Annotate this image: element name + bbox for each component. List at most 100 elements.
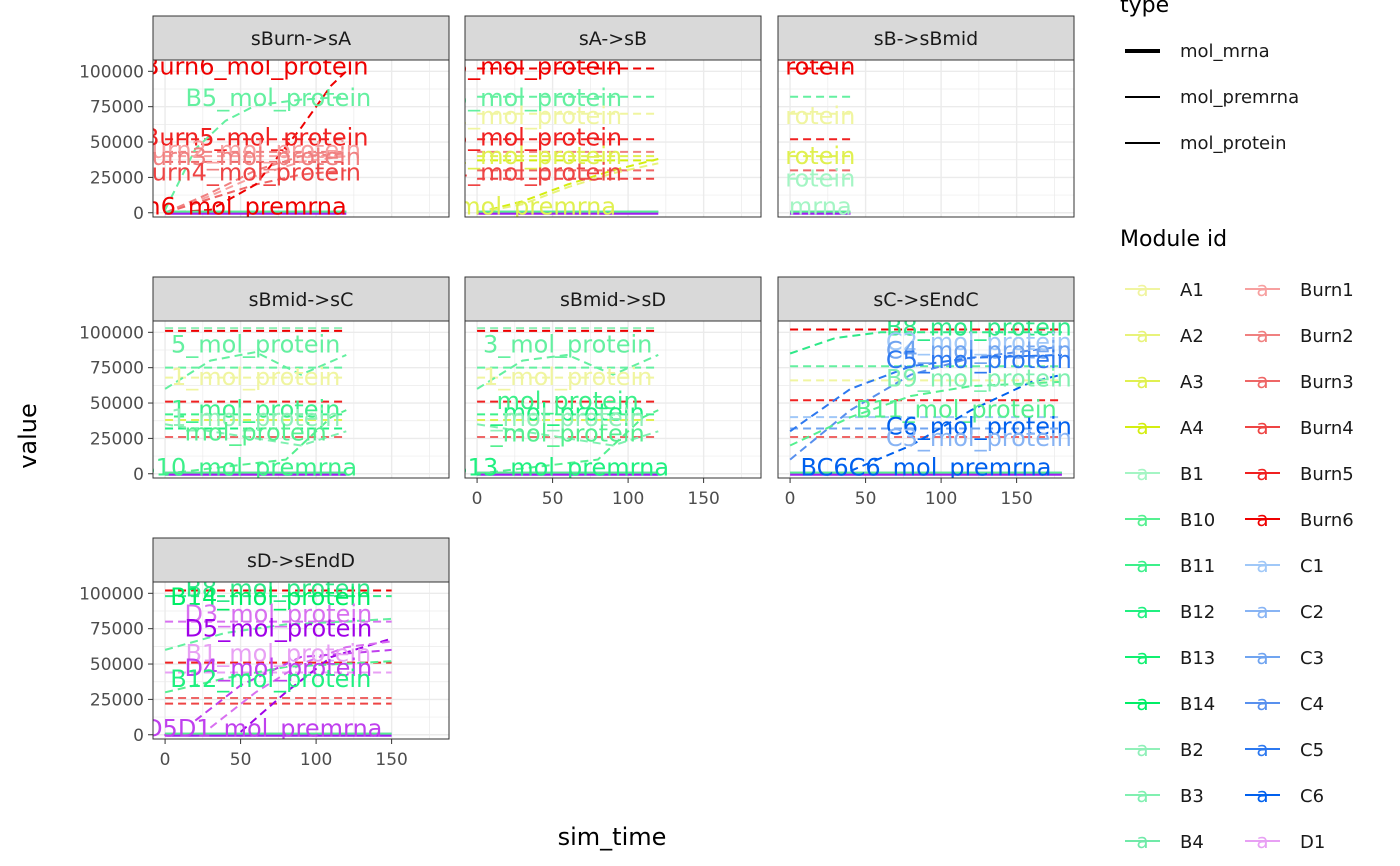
legend-module-glyph: a (1136, 599, 1148, 623)
data-label: 5_mol_protein (171, 331, 340, 359)
data-label: Burn6_mol_protein (143, 53, 369, 81)
panel-border (152, 320, 450, 479)
data-label: B9_mol_protein (886, 365, 1072, 393)
x-tick-label: 150 (375, 750, 407, 770)
y-tick-label: 50000 (90, 655, 144, 675)
panel-border (777, 59, 1075, 218)
data-label: C2_mol_protein (886, 328, 1072, 356)
data-label: 4_mol_protein (453, 159, 622, 187)
y-tick-label: 75000 (90, 359, 144, 379)
x-tick-label: 0 (160, 750, 171, 770)
legend-module-label: Burn2 (1300, 326, 1354, 347)
legend-module-glyph: a (1136, 783, 1148, 807)
legend-module-title: Module id (1120, 227, 1227, 252)
legend-module-glyph: a (1136, 507, 1148, 531)
legend-module-label: C1 (1300, 556, 1324, 577)
gridlines (153, 60, 449, 217)
data-label: D4_mol_protein (184, 654, 372, 682)
legend-module-glyph: a (1256, 415, 1268, 439)
series-line-Burn1 (164, 155, 347, 214)
y-tick-label: 0 (133, 204, 144, 224)
series-line-B8 (789, 331, 1062, 355)
series-line-Burn6 (165, 70, 347, 214)
series-line-D3 (209, 640, 392, 729)
legend-module-glyph: a (1256, 645, 1268, 669)
y-tick-label: 100000 (79, 62, 144, 82)
x-tick-label: 0 (785, 489, 796, 509)
data-label: 3_mol_protein (483, 331, 652, 359)
legend-module-glyph: a (1136, 691, 1148, 715)
legend-module-label: A3 (1180, 372, 1204, 393)
y-tick-label: 0 (133, 465, 144, 485)
gridlines (778, 60, 1074, 217)
series-line-Burn2 (164, 152, 347, 214)
facet-panel: sBmid->sD 3_mol_protein 1_mol_proteinmol_p… (464, 276, 762, 509)
legend-type-title: type (1120, 0, 1169, 18)
legend-module-label: C3 (1300, 648, 1324, 669)
facet-strip-label: sB->sBmid (874, 28, 979, 50)
x-tick-label: 50 (855, 489, 877, 509)
data-label: B1_mol_protein (185, 640, 371, 668)
facet-strip (777, 276, 1075, 322)
legend-module-glyph: a (1136, 277, 1148, 301)
data-label: mol_protein (497, 387, 639, 415)
legend-module-label: B3 (1180, 786, 1204, 807)
facet-panel: sD->sEndD B8_mol_proteinB14_mol_proteinD3… (79, 537, 450, 770)
x-tick-label: 150 (1000, 489, 1032, 509)
facet-strip-label: sBmid->sD (560, 289, 666, 311)
series-line-B10 (164, 660, 392, 694)
y-tick-label: 75000 (90, 620, 144, 640)
legend-module-glyph: a (1256, 277, 1268, 301)
data-label: 1_mol_protein (483, 363, 652, 391)
plot-background (778, 60, 1074, 217)
panel-border (152, 581, 450, 740)
data-label: _mol_protein (490, 420, 645, 448)
legend-type-label: mol_protein (1180, 133, 1287, 154)
data-label: D5_mol_protein (184, 614, 372, 642)
facet-panel: sA->sB5_mol_protein5_mol_protein1_mol_pr… (414, 15, 762, 221)
legend-module-glyph: a (1256, 829, 1268, 853)
legend-module-label: B12 (1180, 602, 1215, 623)
facet-strip (152, 537, 450, 583)
y-tick-label: 25000 (90, 690, 144, 710)
legend-module-glyph: a (1256, 599, 1268, 623)
data-label: 5_mol_protein (453, 84, 622, 112)
series-line-B5 (164, 95, 347, 211)
data-label: B11_mol_protein (856, 396, 1057, 424)
facet-panel: sBurn->sA Burn6_mol_protein B5_mol_protein… (79, 15, 450, 224)
data-label: 1_mol_protein (171, 363, 340, 391)
data-label: D3_mol_protein (184, 600, 372, 628)
data-label: Burn4_mol_protein (135, 159, 361, 187)
legend-module-glyph: a (1256, 737, 1268, 761)
legend-module-glyph: a (1136, 323, 1148, 347)
data-label: A4_mol_premrna (414, 193, 617, 221)
series-line-B10 (476, 409, 659, 475)
data-label: 5_mol_protein (453, 123, 622, 151)
data-label: Burn2_mol_protein (135, 136, 361, 164)
series-line-B5 (164, 617, 392, 651)
series-line-B3 (476, 423, 659, 447)
legend-module-glyph: a (1136, 461, 1148, 485)
legend-module-glyph: a (1256, 553, 1268, 577)
panel-border (464, 59, 762, 218)
legend-module-glyph: a (1256, 783, 1268, 807)
panel-border (464, 320, 762, 479)
legend-module-label: B10 (1180, 510, 1215, 531)
data-label: 1_mol_protein (453, 142, 622, 170)
series-line-D4 (194, 648, 392, 722)
legend-module-label: Burn4 (1300, 418, 1354, 439)
legend-module-glyph: a (1256, 461, 1268, 485)
panel-border (777, 320, 1075, 479)
series-line-C6 (850, 373, 1063, 472)
facet-strip-label: sC->sEndC (873, 289, 978, 311)
facet-strip (777, 15, 1075, 61)
facet-panel: sC->sEndC B8_mol_proteinC2_mol_proteinC4_… (777, 276, 1075, 509)
series-line-A4 (476, 158, 659, 214)
facet-strip-label: sBurn->sA (251, 28, 351, 50)
legend-module-label: A1 (1180, 280, 1204, 301)
x-tick-label: 150 (687, 489, 719, 509)
legend-module-glyph: a (1136, 645, 1148, 669)
legend-module-label: B1 (1180, 464, 1204, 485)
